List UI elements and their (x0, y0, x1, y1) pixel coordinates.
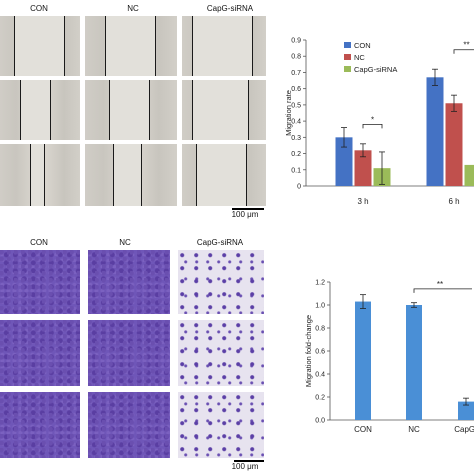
transwell-image (178, 250, 264, 314)
scratch-image (85, 144, 177, 206)
transwell-image (88, 250, 170, 314)
y-axis-label: Migration rate (284, 90, 293, 136)
scale-bar-label: 100 μm (231, 462, 259, 471)
y-tick-label: 0.8 (315, 326, 325, 333)
transwell-image (88, 320, 170, 386)
x-tick-label: 6 h (448, 197, 459, 206)
bar (464, 164, 474, 186)
transwell-col-label-con: CON (30, 238, 48, 247)
scratch-image (0, 80, 80, 140)
significance-star: * (371, 115, 374, 124)
scale-bar (232, 208, 264, 210)
x-tick-label: CapG- (454, 425, 474, 434)
transwell-image (178, 392, 264, 458)
y-tick-label: 0.6 (315, 349, 325, 356)
bar (458, 401, 474, 420)
transwell-image (0, 392, 80, 458)
y-tick-label: 0.1 (291, 167, 301, 174)
scratch-image (182, 80, 266, 140)
scale-bar (234, 460, 264, 462)
transwell-image (0, 320, 80, 386)
scratch-image (0, 144, 80, 206)
scratch-image (182, 144, 266, 206)
y-tick-label: 0 (297, 184, 301, 191)
scratch-col-label-con: CON (30, 4, 48, 13)
significance-star: ** (463, 41, 469, 50)
scale-bar-label: 100 μm (231, 210, 259, 219)
bar (426, 77, 444, 186)
legend-label: NC (354, 53, 365, 62)
scratch-image (0, 16, 80, 76)
y-axis-label: Migration fold-change (304, 315, 313, 387)
bar (445, 103, 463, 186)
x-tick-label: 3 h (357, 197, 368, 206)
transwell-col-label-capg: CapG-siRNA (196, 238, 244, 247)
legend-label: CON (354, 41, 371, 50)
y-tick-label: 0.0 (315, 418, 325, 425)
scratch-image (85, 16, 177, 76)
x-tick-label: NC (408, 425, 420, 434)
legend-swatch (344, 66, 351, 72)
bar (406, 305, 422, 420)
bar (355, 301, 371, 420)
transwell-image (0, 250, 80, 314)
y-tick-label: 0.5 (291, 102, 301, 109)
significance-bracket (362, 123, 383, 129)
scratch-image (182, 16, 266, 76)
legend-swatch (344, 54, 351, 60)
scratch-col-label-nc: NC (127, 4, 139, 13)
migration-rate-chart: 0 0.1 0.2 0.3 0.4 0.5 0.6 0.7 0.8 0.9 Migration ra… (284, 38, 474, 206)
significance-bracket (413, 288, 472, 293)
transwell-image (178, 320, 264, 386)
transwell-col-label-nc: NC (119, 238, 131, 247)
y-tick-label: 0.2 (291, 151, 301, 158)
y-tick-label: 0.7 (291, 70, 301, 77)
scratch-col-label-capg: CapG-siRNA (206, 4, 254, 13)
y-tick-label: 0.6 (291, 86, 301, 93)
transwell-image (88, 392, 170, 458)
y-tick-label: 1.2 (315, 280, 325, 287)
y-tick-label: 0.4 (291, 119, 301, 126)
y-tick-label: 0.8 (291, 54, 301, 61)
x-tick-label: CON (354, 425, 372, 434)
bar (335, 137, 353, 186)
y-tick-label: 0.2 (315, 395, 325, 402)
migration-fold-change-chart: 0.0 0.2 0.4 0.6 0.8 1.0 1.2 Migration fold-chan… (304, 280, 474, 434)
y-tick-label: 1.0 (315, 303, 325, 310)
bar (354, 150, 372, 186)
y-tick-label: 0.9 (291, 38, 301, 45)
legend-label: CapG-siRNA (354, 65, 397, 74)
significance-bracket (453, 49, 474, 54)
scratch-image (85, 80, 177, 140)
legend-swatch (344, 42, 351, 48)
significance-star: ** (437, 280, 443, 289)
y-tick-label: 0.4 (315, 372, 325, 379)
y-tick-label: 0.3 (291, 135, 301, 142)
